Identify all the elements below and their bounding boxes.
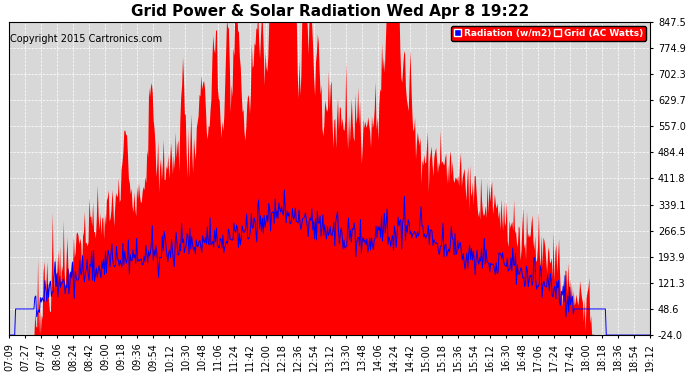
Title: Grid Power & Solar Radiation Wed Apr 8 19:22: Grid Power & Solar Radiation Wed Apr 8 1… [130, 4, 529, 19]
Legend: Radiation (w/m2), Grid (AC Watts): Radiation (w/m2), Grid (AC Watts) [451, 26, 646, 40]
Text: Copyright 2015 Cartronics.com: Copyright 2015 Cartronics.com [10, 34, 162, 44]
